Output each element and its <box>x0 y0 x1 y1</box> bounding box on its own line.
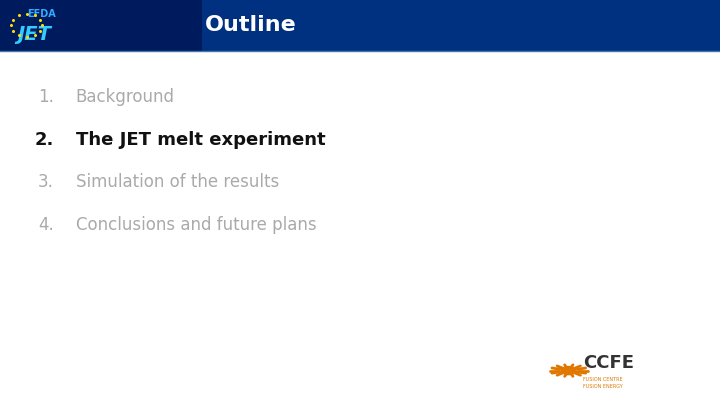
Text: Outline: Outline <box>205 15 297 35</box>
Text: FUSION CENTRE
FUSION ENERGY: FUSION CENTRE FUSION ENERGY <box>583 377 623 389</box>
Text: 2.: 2. <box>35 131 54 149</box>
FancyBboxPatch shape <box>0 0 202 51</box>
Text: The JET melt experiment: The JET melt experiment <box>76 131 325 149</box>
Text: 1.: 1. <box>38 88 54 106</box>
Text: Conclusions and future plans: Conclusions and future plans <box>76 216 316 234</box>
Text: JET: JET <box>17 25 52 44</box>
Text: EFDA: EFDA <box>27 9 56 19</box>
Text: Background: Background <box>76 88 174 106</box>
Circle shape <box>562 367 576 375</box>
Text: CCFE: CCFE <box>583 354 634 372</box>
Text: 4.: 4. <box>38 216 54 234</box>
Text: Simulation of the results: Simulation of the results <box>76 173 279 191</box>
FancyBboxPatch shape <box>202 0 720 51</box>
Text: 3.: 3. <box>38 173 54 191</box>
